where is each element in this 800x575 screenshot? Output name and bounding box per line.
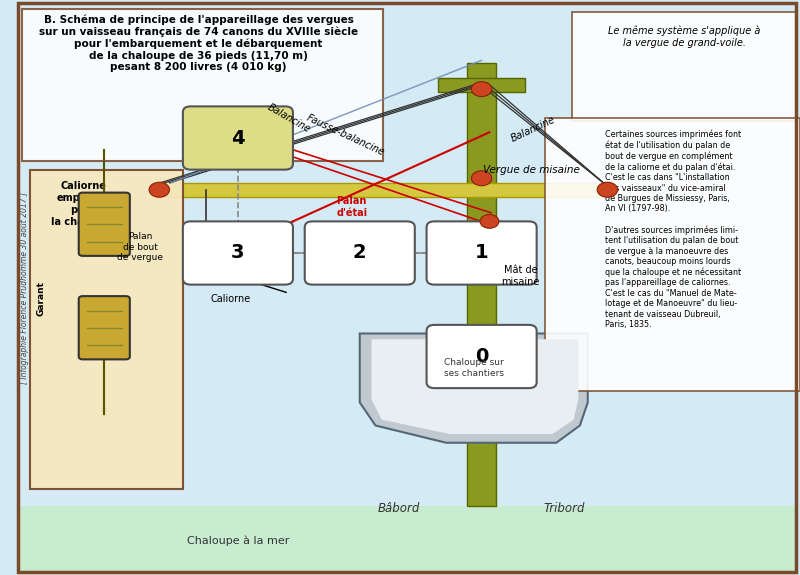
Text: Certaines sources imprimées font
état de l'utilisation du palan de
bout de vergu: Certaines sources imprimées font état de…: [605, 129, 741, 329]
Polygon shape: [371, 339, 578, 434]
Text: Mât de
misaine: Mât de misaine: [502, 265, 540, 287]
Text: 4: 4: [231, 128, 245, 148]
FancyBboxPatch shape: [78, 296, 130, 359]
Text: Tribord: Tribord: [543, 503, 585, 515]
Text: Fausse-balancine: Fausse-balancine: [305, 113, 386, 158]
Text: Balancine: Balancine: [266, 102, 312, 134]
Text: Vergue de misaine: Vergue de misaine: [483, 166, 580, 175]
Circle shape: [471, 171, 492, 186]
Text: 2: 2: [353, 243, 366, 263]
Polygon shape: [360, 334, 588, 443]
Text: Caliorne
employée
pour
la chaloupe: Caliorne employée pour la chaloupe: [51, 181, 114, 227]
FancyBboxPatch shape: [426, 221, 537, 285]
Circle shape: [480, 214, 499, 228]
Text: [ Infographie Florence Prudhomme 30 août 2017 ]: [ Infographie Florence Prudhomme 30 août…: [20, 191, 30, 384]
Text: Bâbord: Bâbord: [378, 503, 420, 515]
FancyBboxPatch shape: [305, 221, 414, 285]
Text: Garant: Garant: [37, 282, 46, 316]
Text: B. Schéma de principe de l'appareillage des vergues
sur un vaisseau français de : B. Schéma de principe de l'appareillage …: [39, 14, 358, 72]
FancyBboxPatch shape: [78, 193, 130, 256]
FancyBboxPatch shape: [183, 221, 293, 285]
FancyBboxPatch shape: [545, 118, 800, 391]
FancyBboxPatch shape: [22, 9, 383, 161]
Text: Le même système s'applique à
la vergue de grand-voile.: Le même système s'applique à la vergue d…: [608, 26, 761, 48]
Text: Palan
d'étai: Palan d'étai: [336, 196, 367, 218]
Text: Palan
de bout
de vergue: Palan de bout de vergue: [118, 232, 163, 262]
FancyBboxPatch shape: [426, 325, 537, 388]
Bar: [18, 506, 796, 572]
Circle shape: [149, 182, 170, 197]
Text: 0: 0: [475, 347, 488, 366]
Bar: [155, 183, 611, 197]
FancyBboxPatch shape: [30, 170, 183, 489]
Text: 3: 3: [231, 243, 245, 263]
Bar: [467, 63, 496, 506]
Text: Caliorne: Caliorne: [210, 294, 250, 304]
Text: 1: 1: [475, 243, 489, 263]
Circle shape: [597, 182, 618, 197]
FancyBboxPatch shape: [190, 231, 223, 255]
Text: Chaloupe sur
ses chantiers: Chaloupe sur ses chantiers: [444, 358, 504, 378]
Text: Chaloupe à la mer: Chaloupe à la mer: [186, 535, 289, 546]
FancyBboxPatch shape: [572, 12, 796, 121]
FancyBboxPatch shape: [183, 106, 293, 170]
Circle shape: [471, 82, 492, 97]
Bar: [438, 78, 525, 92]
Text: Balancine: Balancine: [509, 115, 557, 144]
